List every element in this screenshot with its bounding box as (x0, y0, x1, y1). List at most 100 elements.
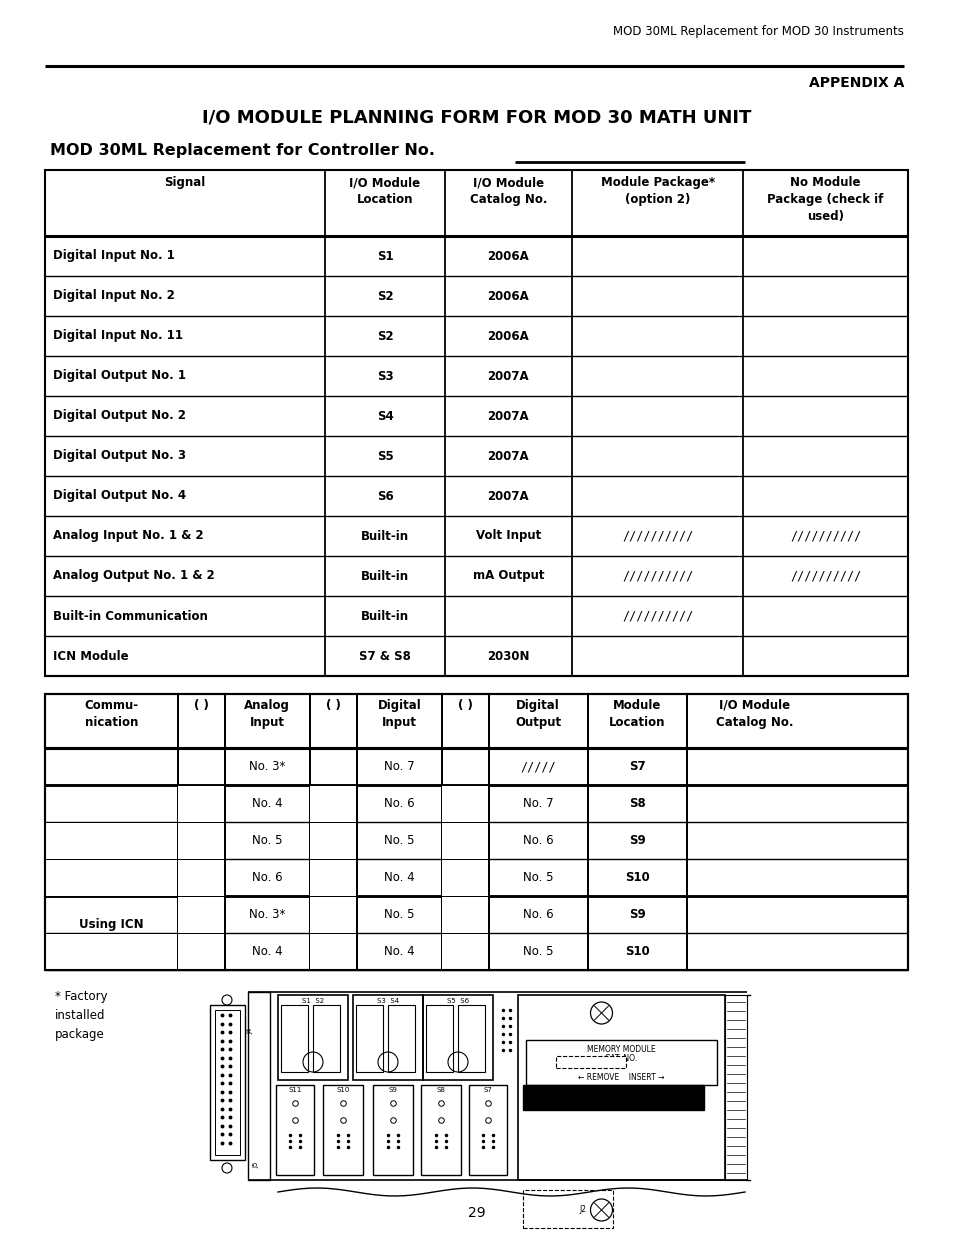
Text: Built-in: Built-in (360, 530, 409, 542)
Circle shape (222, 995, 232, 1005)
Text: No. 4: No. 4 (252, 797, 282, 810)
Bar (442, 897, 488, 932)
Bar (178, 897, 224, 932)
Text: No. 6: No. 6 (522, 908, 553, 921)
Bar (47, 860, 176, 895)
Text: S1: S1 (376, 249, 393, 263)
Text: S4: S4 (376, 410, 393, 422)
Bar (426, 1005, 453, 1072)
Text: J5: J5 (253, 1162, 258, 1168)
Text: No. 7: No. 7 (383, 760, 415, 773)
Text: Signal: Signal (165, 177, 206, 189)
Text: S5  S6: S5 S6 (446, 998, 469, 1004)
Text: S10: S10 (624, 871, 649, 884)
Bar (310, 860, 355, 895)
Text: Digital
Output: Digital Output (515, 699, 560, 729)
Bar (517, 995, 724, 1179)
Text: Module
Location: Module Location (609, 699, 665, 729)
Bar (522, 1086, 703, 1110)
Bar (45, 694, 907, 969)
Text: S3  S4: S3 S4 (376, 998, 398, 1004)
Text: S6: S6 (376, 489, 393, 503)
Text: S10: S10 (336, 1087, 350, 1093)
Text: Built-in: Built-in (360, 610, 409, 622)
Text: S10: S10 (624, 945, 649, 958)
Text: No. 4: No. 4 (383, 871, 415, 884)
Text: I/O Module
Catalog No.: I/O Module Catalog No. (469, 177, 547, 206)
Text: Volt Input: Volt Input (476, 530, 540, 542)
Text: Digital Output No. 4: Digital Output No. 4 (53, 489, 186, 503)
Text: S2: S2 (376, 330, 393, 342)
Bar (353, 995, 422, 1079)
Text: No. 6: No. 6 (383, 797, 415, 810)
Text: ( ): ( ) (457, 699, 473, 713)
Bar (248, 992, 270, 1179)
Text: 2030N: 2030N (487, 650, 529, 662)
Bar (310, 897, 355, 932)
Text: ( ): ( ) (326, 699, 340, 713)
Text: S9: S9 (628, 834, 645, 847)
Bar (178, 823, 224, 858)
Text: Digital Output No. 1: Digital Output No. 1 (53, 369, 186, 383)
Bar (45, 694, 907, 969)
Bar (442, 934, 488, 969)
Text: Built-in Communication: Built-in Communication (53, 610, 208, 622)
Bar (442, 785, 488, 821)
Bar (469, 1086, 506, 1174)
Text: No Module
Package (check if
used): No Module Package (check if used) (766, 177, 882, 224)
Text: MEMORY MODULE: MEMORY MODULE (587, 1045, 655, 1053)
Bar (214, 1010, 240, 1155)
Text: Digital Input No. 11: Digital Input No. 11 (53, 330, 183, 342)
Circle shape (590, 1199, 612, 1221)
Text: ( ): ( ) (193, 699, 209, 713)
Text: S9: S9 (388, 1087, 397, 1093)
Bar (442, 860, 488, 895)
Text: 2007A: 2007A (487, 369, 529, 383)
Bar (355, 1005, 382, 1072)
Bar (310, 823, 355, 858)
Text: S2: S2 (376, 289, 393, 303)
Bar (442, 823, 488, 858)
Text: //////////: ////////// (789, 569, 861, 583)
Text: S9: S9 (628, 908, 645, 921)
Text: Using ICN
Module: Using ICN Module (79, 918, 144, 948)
Text: Digital Input No. 2: Digital Input No. 2 (53, 289, 174, 303)
Text: MOD 30ML Replacement for Controller No.: MOD 30ML Replacement for Controller No. (50, 143, 435, 158)
Circle shape (448, 1052, 468, 1072)
Text: No. 5: No. 5 (522, 871, 553, 884)
Text: No. 5: No. 5 (522, 945, 553, 958)
Text: Analog Input No. 1 & 2: Analog Input No. 1 & 2 (53, 530, 203, 542)
Text: APPENDIX A: APPENDIX A (808, 77, 903, 90)
Bar (556, 1056, 625, 1068)
Circle shape (303, 1052, 323, 1072)
Text: J4: J4 (247, 1028, 253, 1035)
Circle shape (222, 1163, 232, 1173)
Text: Digital Output No. 3: Digital Output No. 3 (53, 450, 186, 462)
Text: S7: S7 (483, 1087, 492, 1093)
Bar (373, 1086, 413, 1174)
Text: Digital
Input: Digital Input (377, 699, 420, 729)
Text: I/O Module
Catalog No.: I/O Module Catalog No. (715, 699, 792, 729)
Text: S8: S8 (436, 1087, 445, 1093)
Bar (522, 1191, 613, 1228)
Text: Digital Input No. 1: Digital Input No. 1 (53, 249, 174, 263)
Text: 2007A: 2007A (487, 450, 529, 462)
Bar (388, 1005, 415, 1072)
Bar (47, 823, 176, 858)
Circle shape (377, 1052, 397, 1072)
Text: 29: 29 (468, 1207, 485, 1220)
Text: S7: S7 (628, 760, 645, 773)
Bar (45, 170, 907, 676)
Text: 2007A: 2007A (487, 410, 529, 422)
Text: Using Built-
in Circuit: Using Built- in Circuit (72, 825, 150, 856)
Text: ICN Module: ICN Module (53, 650, 129, 662)
Text: No. 3*: No. 3* (249, 760, 285, 773)
Text: CAT. NO.: CAT. NO. (605, 1053, 637, 1063)
Text: /////: ///// (519, 760, 556, 773)
Text: No. 5: No. 5 (252, 834, 282, 847)
Bar (525, 1040, 717, 1086)
Text: //////////: ////////// (621, 569, 693, 583)
Bar (310, 934, 355, 969)
Text: S5: S5 (376, 450, 393, 462)
Bar (313, 1005, 339, 1072)
